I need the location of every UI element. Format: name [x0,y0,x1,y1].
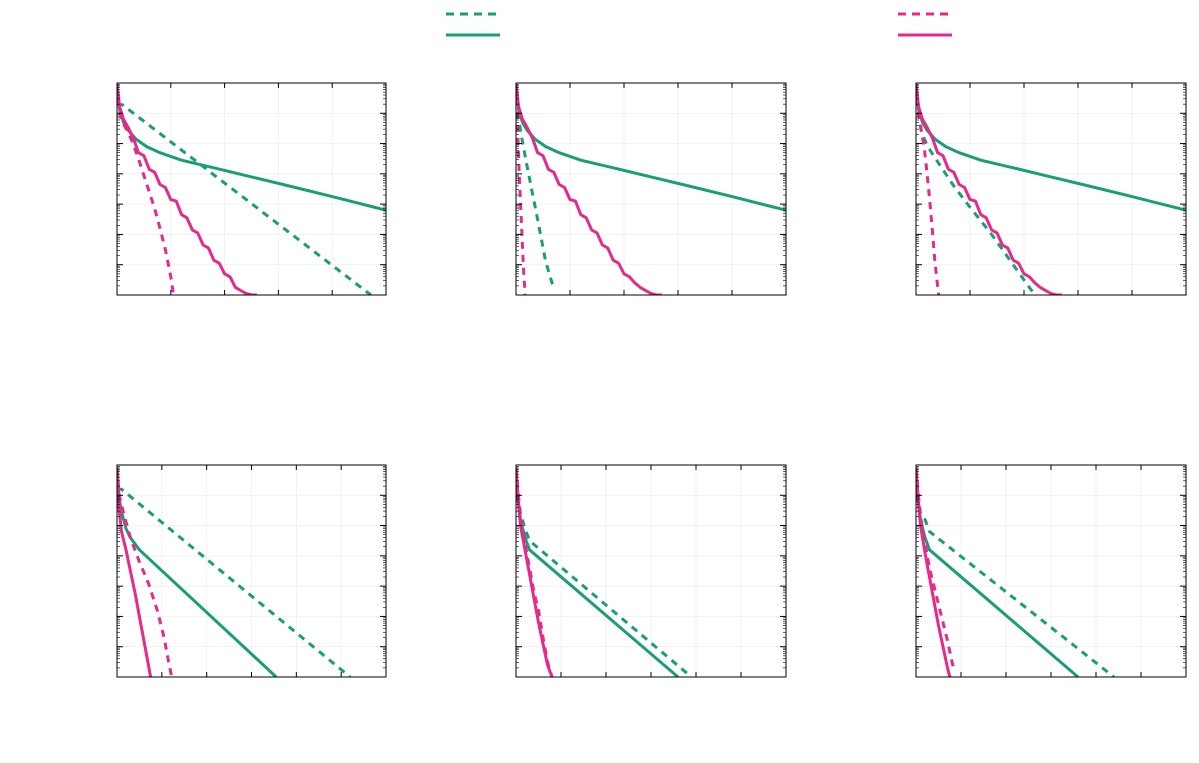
series-line-solid [516,467,554,677]
series-line-dashed [117,487,352,677]
chart-panel [515,82,787,296]
series-line-solid [916,84,1062,295]
series-line-solid [916,467,952,677]
chart-panel [915,82,1187,296]
plot-frame [116,82,387,296]
series-line-solid [516,84,662,295]
chart-panel [116,82,387,296]
series-line-dashed [516,467,554,677]
series-line-dashed [117,85,175,295]
series-line-solid [117,467,278,677]
series-line-solid [516,84,786,212]
legend [446,12,952,37]
chart-panel [116,464,387,678]
chart-panels [116,82,1187,678]
chart-panel [915,464,1187,678]
series-line-dashed [916,85,941,295]
series-line-solid [117,467,153,677]
plot-frame [515,82,787,296]
series-line-solid [916,467,1079,677]
chart-panel [515,464,787,678]
series-line-solid [117,84,257,295]
series-line-solid [117,84,386,212]
series-line-dashed [916,85,1037,295]
series-line-dashed [516,85,556,290]
series-line-solid [916,84,1186,212]
series-line-dashed [916,467,1115,677]
series-line-dashed [916,467,956,672]
series-line-dashed [117,467,174,677]
series-line-dashed [117,103,372,295]
plot-frame [915,82,1187,296]
